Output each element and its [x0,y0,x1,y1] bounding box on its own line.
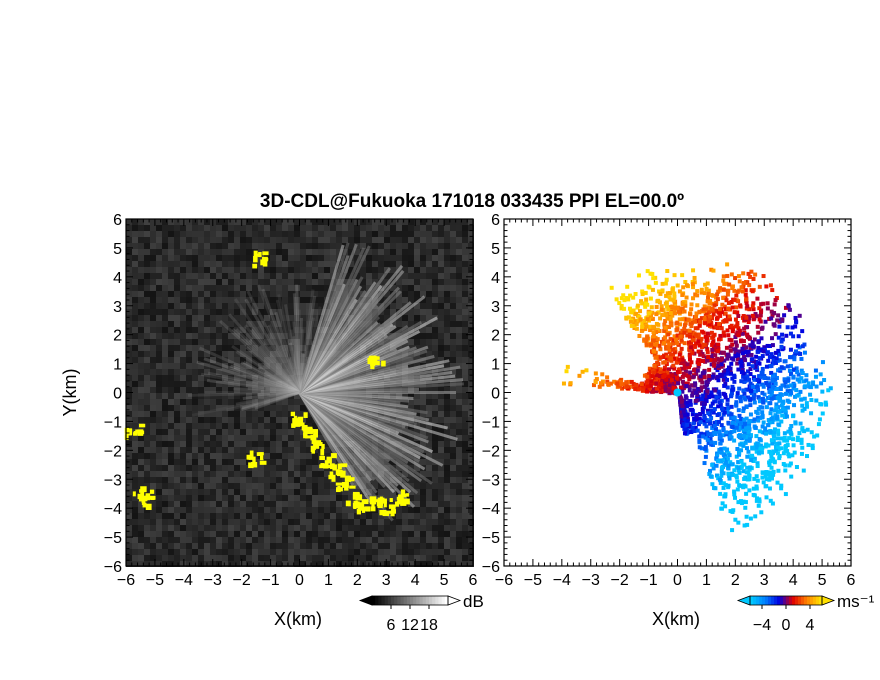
x-tick-label: 0 [673,572,682,589]
echo-beams [187,242,464,522]
y-tick-label: 2 [113,328,122,345]
x-tick-label: −1 [261,572,279,589]
y-tick-label: −2 [104,443,122,460]
y-tick-label: 1 [491,357,500,374]
x-tick-label: 5 [818,572,827,589]
y-tick-label: 2 [491,328,500,345]
y-tick-label: 4 [491,270,500,287]
y-tick-label: 3 [491,299,500,316]
colorbar-right: ms⁻¹ −4 0 4 [736,592,875,634]
colorbar-tick-label: −4 [753,617,771,634]
y-tick-label: −1 [482,414,500,431]
y-tick-label: −1 [104,414,122,431]
noise-pixels [126,219,474,567]
x-tick-label: 1 [702,572,711,589]
y-tick-label: −4 [482,501,500,518]
x-tick-label: −2 [611,572,629,589]
y-tick-label: 4 [113,270,122,287]
x-tick-label: −6 [495,572,513,589]
colorbar-unit-label: ms⁻¹ [837,592,875,611]
y-tick-label: −6 [104,559,122,576]
x-tick-label: 4 [789,572,798,589]
colorbar-left: dB 6 12 18 [358,592,484,634]
y-tick-label: −3 [104,472,122,489]
x-tick-label: 4 [411,572,420,589]
panels: −6 −5 −4 −3 −2 −1 0 1 2 3 4 5 6−6−5−4−3−2−10123456X(… [60,212,875,634]
colorbar-tick-label: 0 [782,617,791,634]
y-tick-label: −5 [482,530,500,547]
panel-left: −6 −5 −4 −3 −2 −1 0 1 2 3 4 5 6−6−5−4−3−2−10123456X(… [60,212,484,634]
masked-echoes [124,250,410,517]
y-tick-label: 0 [113,386,122,403]
y-tick-label: 5 [113,241,122,258]
x-tick-label: 6 [469,572,478,589]
y-tick-label: 3 [113,299,122,316]
x-tick-label: 2 [731,572,740,589]
velocity-pixels [561,262,833,533]
x-tick-label: 3 [760,572,769,589]
y-tick-label: −4 [104,501,122,518]
x-tick-label: −3 [204,572,222,589]
x-tick-label: 5 [440,572,449,589]
y-tick-label: 1 [113,357,122,374]
axis-ticks [125,218,474,567]
axis-ticks [503,218,852,567]
x-tick-label: −4 [553,572,571,589]
x-tick-label: −4 [175,572,193,589]
x-tick-label: −6 [117,572,135,589]
y-tick-label: 6 [491,212,500,229]
panel-right: −6 −5 −4 −3 −2 −1 0 1 2 3 4 5 6 −6 −5 −4 −3 −2 −1 0 1 2 3 4 5 6 X(… [482,212,875,634]
y-tick-label: 5 [491,241,500,258]
colorbar-tick-label: 4 [806,617,815,634]
y-tick-label: −3 [482,472,500,489]
x-tick-label: 1 [324,572,333,589]
x-tick-label: −1 [639,572,657,589]
colorbar-tick-label: 6 [387,617,396,634]
figure-title: 3D-CDL@Fukuoka 171018 033435 PPI EL=00.0… [260,191,684,212]
y-tick-label: −5 [104,530,122,547]
x-axis-label: X(km) [652,609,700,629]
y-axis-label: Y(km) [60,369,80,417]
y-tick-label: 6 [113,212,122,229]
x-tick-label: −5 [524,572,542,589]
x-axis-label: X(km) [274,609,322,629]
x-tick-label: −5 [146,572,164,589]
y-tick-label: −2 [482,443,500,460]
lidar-origin [673,388,682,397]
colorbar-tick-label: 18 [420,617,438,634]
x-tick-label: 0 [295,572,304,589]
x-tick-label: −3 [582,572,600,589]
y-tick-label: −6 [482,559,500,576]
y-tick-label: 0 [491,386,500,403]
x-tick-label: −2 [233,572,251,589]
x-tick-label: 3 [382,572,391,589]
colorbar-unit-label: dB [463,592,484,611]
x-tick-label: 6 [847,572,856,589]
x-tick-label: 2 [353,572,362,589]
colorbar-tick-label: 12 [401,617,419,634]
